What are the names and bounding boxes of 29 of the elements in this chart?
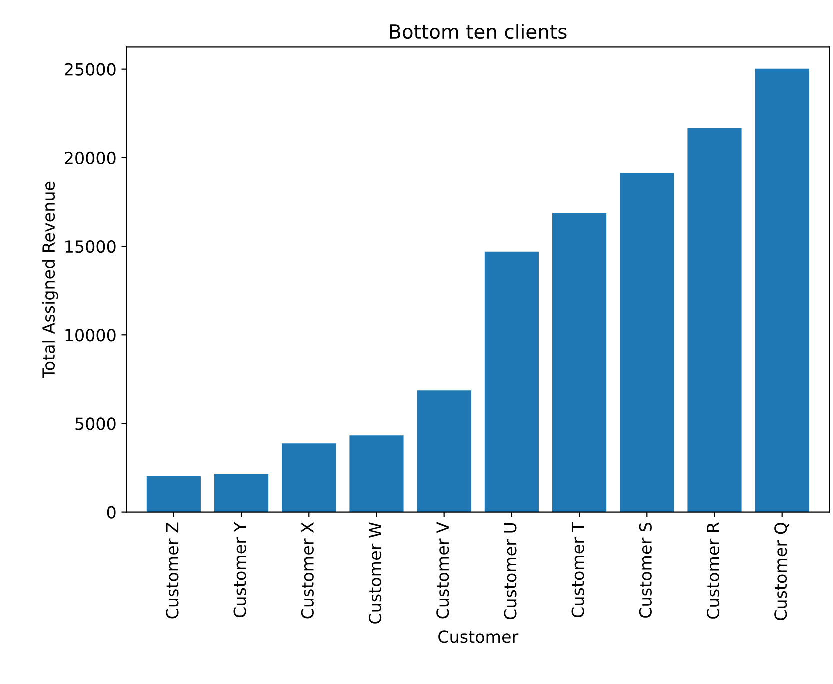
bar — [350, 436, 404, 512]
bar — [214, 474, 269, 512]
bar — [755, 68, 810, 512]
y-tick-label: 15000 — [66, 240, 116, 254]
bar — [484, 252, 539, 512]
x-tick-label: Customer Q — [774, 522, 790, 620]
x-tick-label: Customer S — [639, 522, 652, 618]
chart-title: Bottom ten clients — [390, 24, 567, 40]
bar — [620, 173, 674, 512]
x-tick-label: Customer W — [368, 522, 382, 624]
bar — [417, 390, 472, 512]
bar — [688, 128, 742, 512]
bar — [552, 213, 607, 512]
y-tick-label: 10000 — [66, 329, 116, 342]
x-tick-label: Customer V — [436, 522, 450, 619]
x-tick-label: Customer R — [706, 522, 720, 619]
x-tick-label: Customer U — [504, 523, 517, 620]
y-tick-label: 5000 — [76, 418, 116, 430]
y-tick-label: 20000 — [65, 152, 116, 165]
x-tick-label: Customer Y — [234, 522, 246, 618]
y-tick-label: 0 — [107, 506, 116, 519]
bar — [282, 444, 336, 512]
x-tick-label: Customer Z — [166, 522, 179, 619]
bar — [146, 476, 201, 512]
y-axis-title: Total Assigned Revenue — [42, 182, 58, 379]
x-tick-label: Customer T — [572, 522, 584, 618]
x-tick-label: Customer X — [301, 522, 314, 619]
y-tick-label: 25000 — [65, 63, 116, 76]
x-axis-title: Customer — [438, 630, 519, 644]
